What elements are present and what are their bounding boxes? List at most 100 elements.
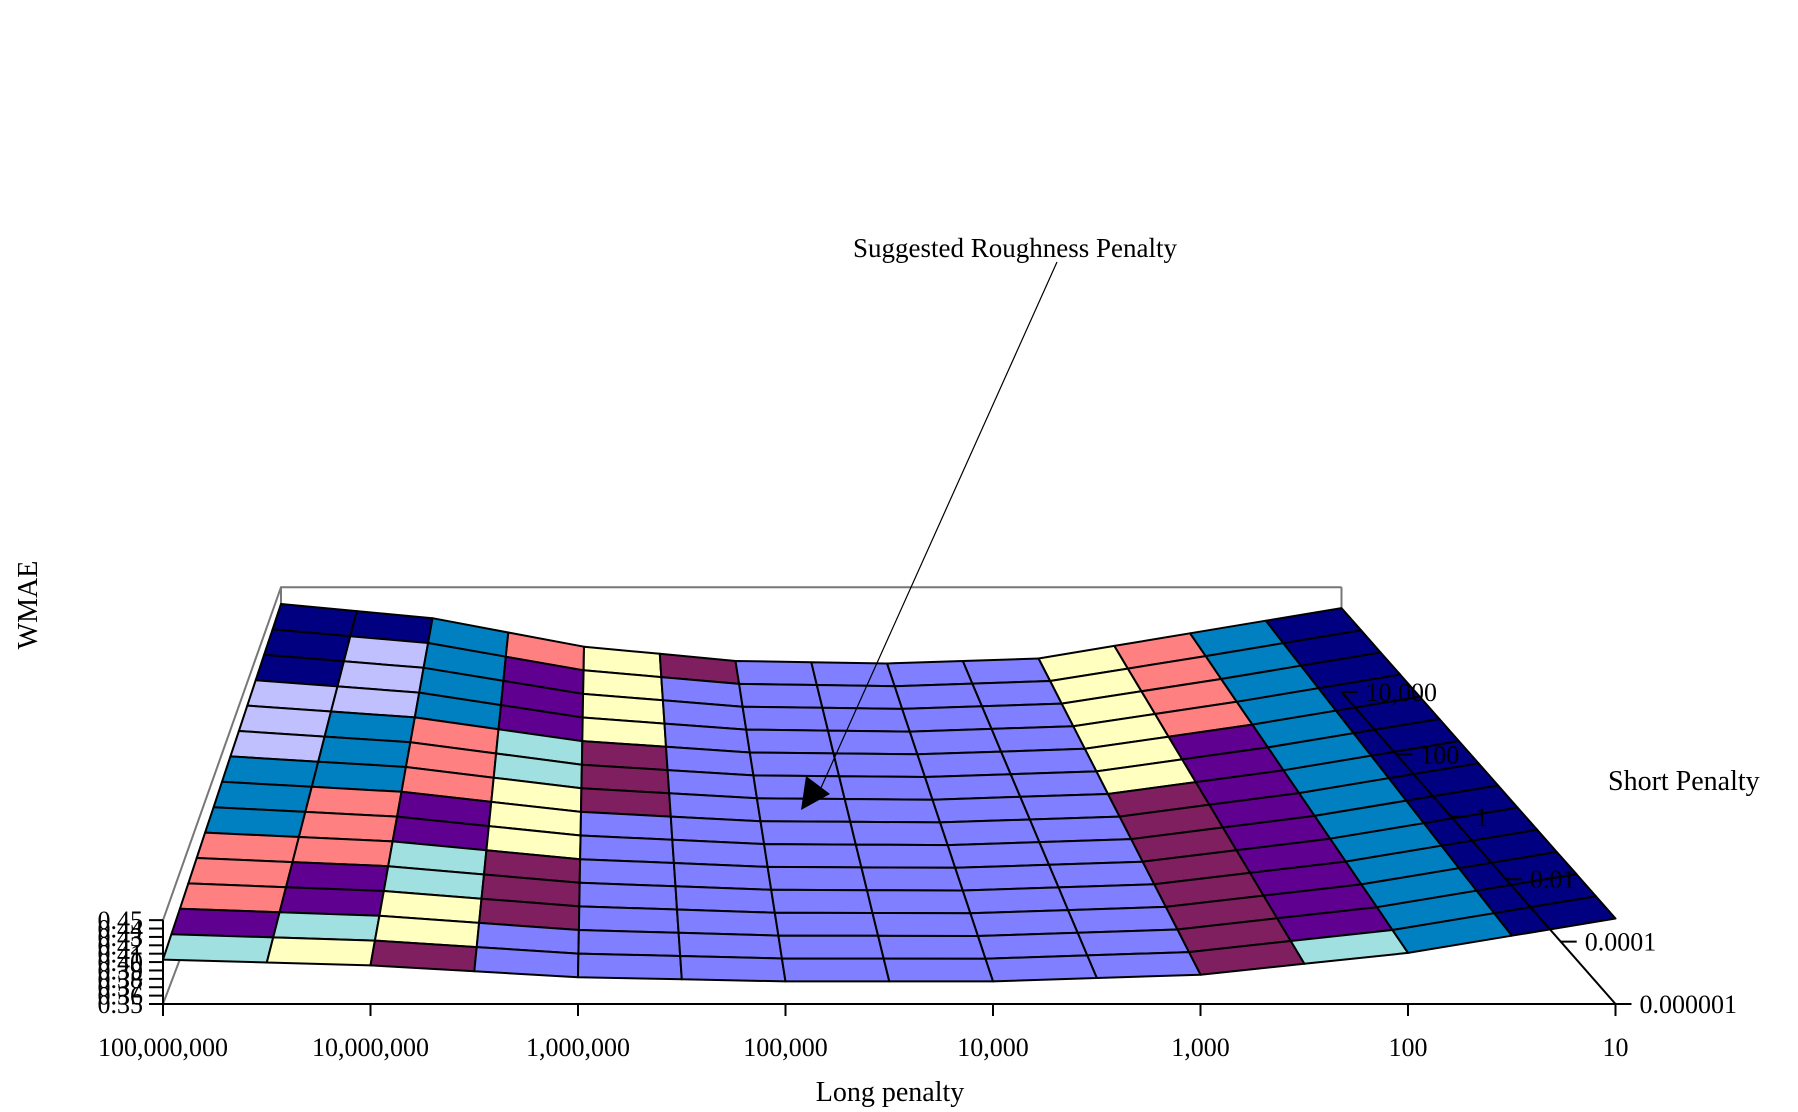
surface-cell (954, 863, 1060, 892)
surface-cell (773, 911, 880, 937)
surface-cell (1086, 951, 1202, 979)
surface-cell (577, 952, 683, 981)
surface-cell (877, 934, 987, 960)
surface-cell (1028, 815, 1133, 844)
surface-cell (980, 702, 1075, 730)
x-tick-label: 1,000 (1171, 1033, 1230, 1062)
surface-cell (752, 774, 846, 800)
surface-cell (577, 929, 682, 957)
y-tick-label: 0.39 (98, 956, 144, 985)
surface-cell (1047, 860, 1156, 889)
surface-cell (923, 773, 1022, 801)
surface-cell (908, 727, 1002, 756)
z-tick-label: 0.000001 (1640, 990, 1738, 1019)
surface-cell (854, 843, 957, 869)
surface-cell (777, 934, 885, 960)
surface-cell (369, 939, 478, 973)
surface-cell (843, 798, 941, 824)
surface-cell (893, 682, 983, 710)
top-wall-edges (162, 586, 1342, 921)
z-tick-label: 0.0001 (1585, 928, 1657, 957)
z-tick-label: 0.01 (1530, 865, 1576, 894)
surface-cell (278, 886, 385, 917)
y-tick-label: 0.44 (98, 915, 144, 944)
surface-cell (946, 841, 1050, 869)
surface-cell (679, 955, 787, 983)
y-tick-label: 0.38 (98, 965, 144, 994)
z-tick-label: 100 (1420, 740, 1459, 769)
x-tick-label: 10,000 (957, 1033, 1029, 1062)
surface-cell (916, 750, 1012, 778)
surface-cell (886, 660, 974, 688)
surface-cell (821, 706, 911, 733)
surface-cell (984, 954, 1098, 983)
surface-cell (745, 728, 835, 755)
y-tick-label: 0.40 (98, 948, 144, 977)
surface-cell (748, 751, 841, 778)
surface-cell (578, 858, 677, 888)
surface-cell (901, 705, 993, 733)
x-axis-title: Long penalty (816, 1077, 965, 1108)
surface-cell (1057, 883, 1167, 912)
surface-cell (1038, 838, 1144, 866)
annotation-leader-line (819, 261, 1058, 791)
y-tick-label: 0.41 (98, 940, 144, 969)
surface-cell (770, 888, 874, 914)
surface-cell (882, 957, 994, 983)
surface-cell (674, 885, 776, 914)
surface-cell (961, 657, 1052, 685)
surface-cell (1076, 928, 1190, 957)
annotation-group: Suggested Roughness Penalty (801, 233, 1177, 810)
surface-cell (1009, 770, 1109, 798)
y-tick-label: 0.42 (98, 931, 144, 960)
surface-cell (971, 680, 1063, 708)
x-tick-label: 10,000,000 (312, 1033, 429, 1062)
x-tick-label: 10 (1603, 1033, 1629, 1062)
surface-cell (815, 684, 904, 710)
surface-cell (759, 820, 857, 846)
z-tick-label: 10,000 (1366, 678, 1438, 707)
surface-cell (961, 886, 1069, 915)
annotation-arrowhead (801, 776, 830, 810)
surface-cell (766, 865, 868, 892)
surface-cell (866, 889, 972, 915)
surface-cell (1067, 905, 1179, 934)
surface-cell (871, 912, 979, 937)
surface-cell (990, 725, 1086, 753)
surface-cell (838, 775, 934, 801)
surface-cell (677, 931, 783, 960)
surface-cell (473, 946, 580, 979)
y-tick-label: 0.37 (98, 973, 144, 1002)
chart-axes (149, 691, 1632, 1016)
y-tick-label: 0.36 (98, 982, 144, 1011)
surface-cell (1000, 747, 1098, 776)
y-tick-label: 0.45 (98, 906, 144, 935)
z-tick-label: 1 (1475, 803, 1488, 832)
surface-cell (780, 957, 891, 983)
surface-cell (931, 795, 1031, 824)
y-axis-title: WMAE (13, 561, 44, 650)
surface-cell (577, 905, 680, 934)
surface-cell (187, 857, 294, 889)
surface-cell (976, 931, 1089, 960)
z-axis-line (1340, 691, 1617, 1005)
surface-cell (741, 705, 829, 732)
annotation-label: Suggested Roughness Penalty (853, 233, 1177, 263)
y-tick-label: 0.35 (98, 990, 144, 1019)
tick-labels: 100,000,000 10,000,000 1,000,000 100,000 10,… (98, 678, 1738, 1062)
surface-cell (763, 843, 863, 869)
x-tick-label: 100,000,000 (98, 1033, 228, 1062)
surface-cell (849, 820, 949, 847)
surface-cell (272, 911, 381, 942)
surface-cell (162, 933, 275, 964)
surface-cell (676, 908, 780, 937)
surface-cell (810, 661, 896, 688)
y-tick-label: 0.43 (98, 923, 144, 952)
surface-cell (969, 909, 1079, 937)
x-tick-label: 100 (1389, 1033, 1428, 1062)
surface-cell (578, 881, 678, 911)
surface-cell (860, 866, 964, 892)
x-tick-label: 100,000 (743, 1033, 828, 1062)
z-axis-title: Short Penalty (1608, 766, 1760, 797)
